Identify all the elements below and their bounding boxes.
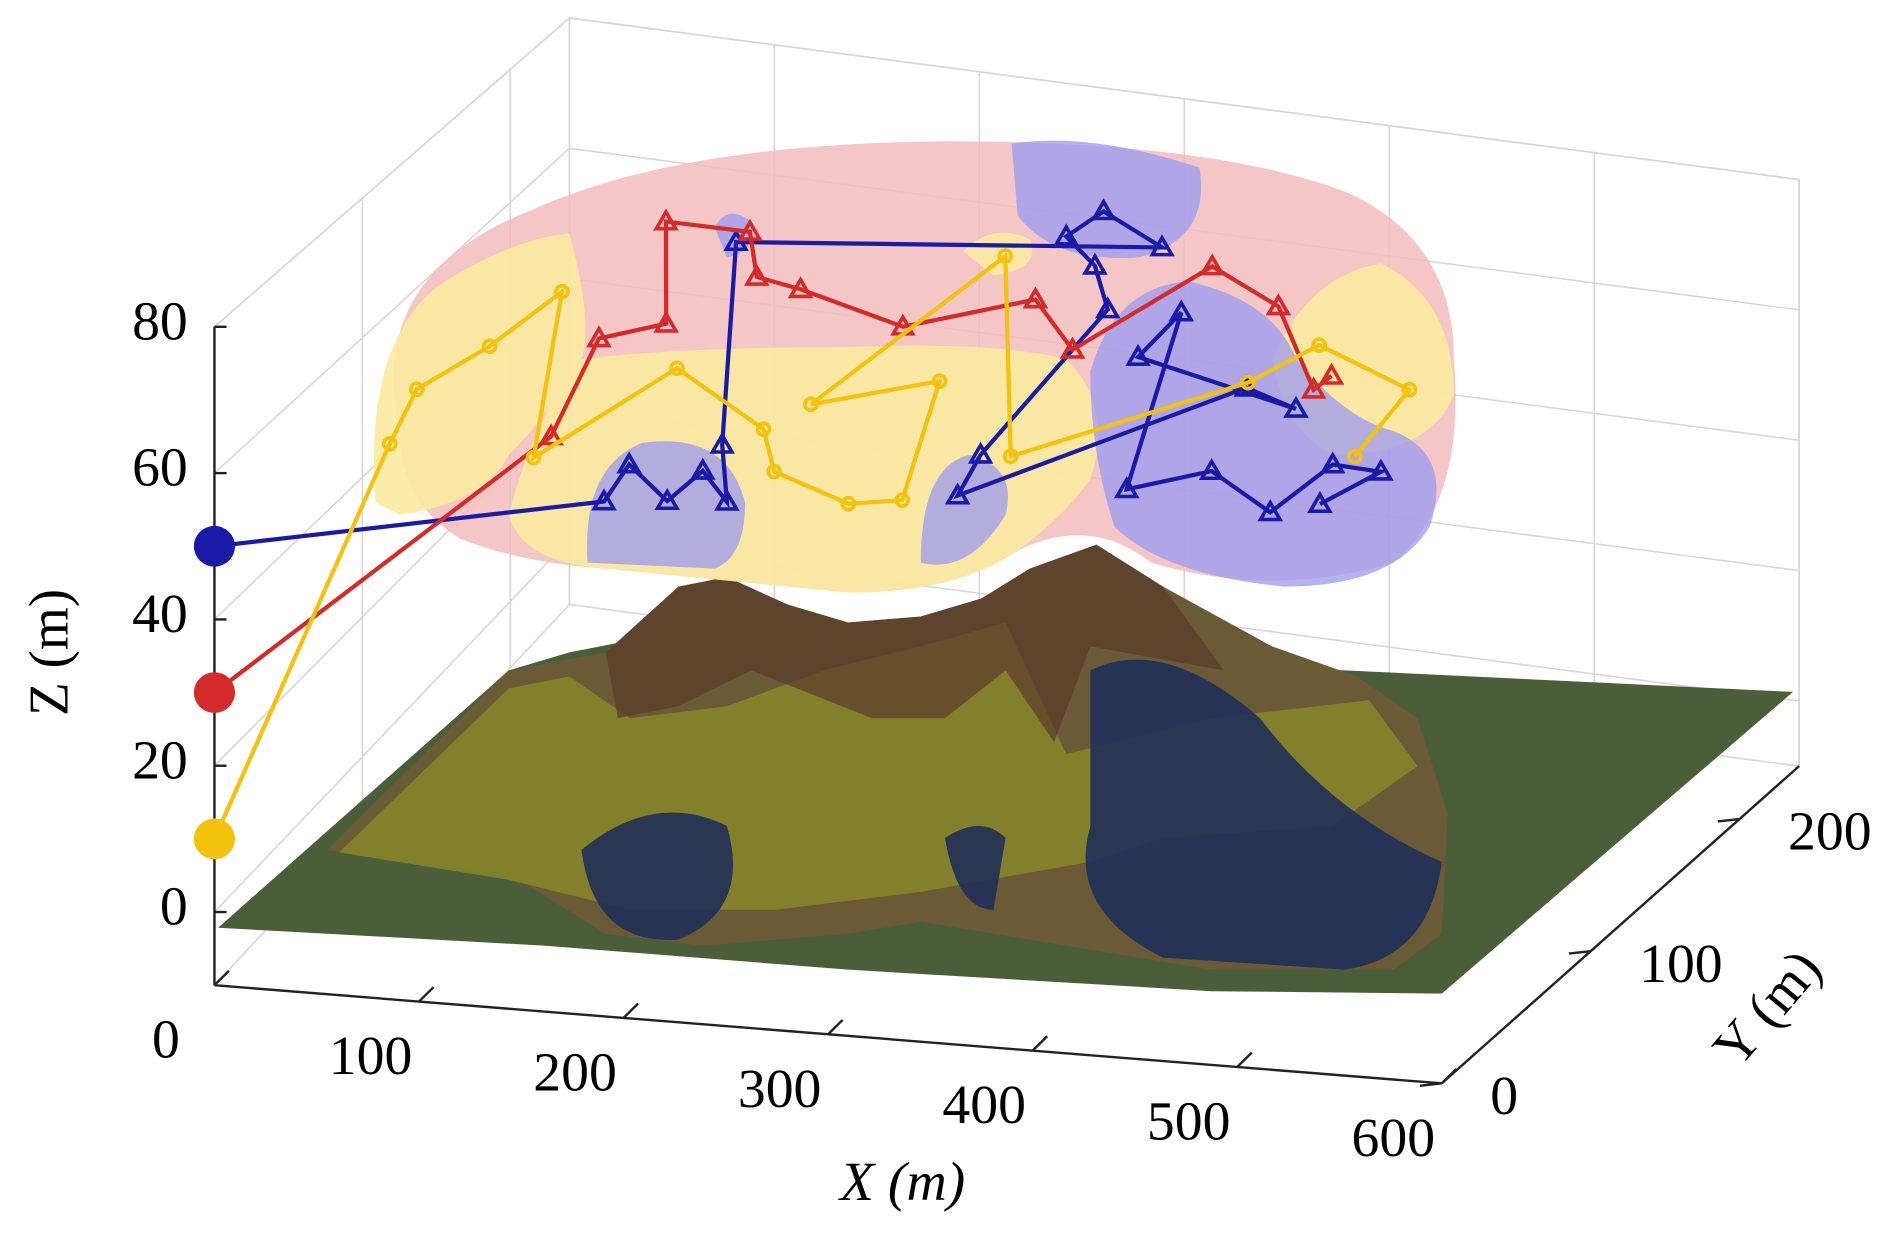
waypoint <box>967 441 994 464</box>
uav-path <box>212 251 1413 840</box>
waypoint <box>408 381 425 398</box>
coverage <box>373 140 1456 593</box>
coverage-blue <box>587 140 1437 587</box>
z-tick-label: 20 <box>132 730 188 791</box>
x-tick <box>418 986 435 1003</box>
terrain-ridge <box>605 544 1224 743</box>
y-tick <box>1717 817 1740 823</box>
waypoint <box>1125 343 1151 366</box>
waypoint <box>1265 293 1292 316</box>
waypoint <box>1053 223 1080 246</box>
x-tick-label: 600 <box>1351 1107 1435 1168</box>
waypoint <box>1198 457 1225 481</box>
x-tick <box>622 1002 639 1019</box>
terrain-zone <box>581 659 1442 970</box>
terrain <box>218 544 1794 994</box>
waypoint <box>766 463 783 480</box>
waypoint <box>653 310 680 333</box>
x-tick-label: 300 <box>738 1058 822 1119</box>
z-tick-label: 80 <box>132 291 188 352</box>
waypoint <box>944 482 971 505</box>
uav-path <box>213 219 1333 695</box>
x-tick <box>1236 1051 1253 1068</box>
x-tick <box>1031 1035 1049 1052</box>
waypoint <box>1283 395 1309 418</box>
waypoint <box>538 423 564 446</box>
waypoint <box>1168 299 1195 322</box>
y-tick <box>1568 949 1591 955</box>
waypoint <box>1199 253 1226 276</box>
waypoint <box>616 451 642 474</box>
uav-path <box>214 208 1388 549</box>
z-axis-label: Z (m) <box>18 589 79 716</box>
waypoint <box>1149 234 1175 257</box>
waypoint <box>737 218 763 241</box>
waypoint <box>709 431 736 454</box>
waypoint <box>1090 198 1117 221</box>
waypoint <box>1346 448 1363 465</box>
waypoint <box>743 263 770 286</box>
waypoint <box>689 457 716 480</box>
waypoint <box>1022 286 1049 309</box>
waypoint <box>787 276 814 299</box>
waypoint <box>525 449 542 466</box>
depot <box>193 672 236 713</box>
waypoint <box>714 488 740 511</box>
waypoint <box>381 436 398 452</box>
y-tick-label: 200 <box>1788 801 1872 862</box>
z-tick-label: 40 <box>132 583 188 644</box>
waypoint <box>931 373 948 389</box>
x-tick-label: 200 <box>533 1042 617 1103</box>
waypoint <box>997 248 1014 264</box>
waypoint <box>669 360 685 377</box>
waypoint <box>554 283 570 300</box>
waypoint <box>840 495 857 512</box>
waypoint <box>1002 448 1019 465</box>
waypoint <box>1059 336 1086 359</box>
waypoint <box>654 487 681 511</box>
waypoint <box>894 492 911 508</box>
x-tick <box>213 969 230 987</box>
waypoint <box>803 396 819 413</box>
waypoint <box>755 421 772 437</box>
waypoint <box>653 208 679 231</box>
x-tick-label: 500 <box>1147 1091 1231 1152</box>
waypoint <box>1311 337 1327 353</box>
axes: 0 20 40 60 80 0 100 200 300 400 500 600 0 100 200 <box>132 291 1872 1168</box>
waypoint <box>1240 374 1256 391</box>
depot <box>193 818 236 860</box>
waypoint <box>1318 362 1345 385</box>
x-tick <box>827 1019 844 1036</box>
waypoint <box>1300 376 1327 399</box>
x-tick-label: 0 <box>152 1009 180 1070</box>
waypoint <box>1307 490 1333 514</box>
depot <box>193 525 236 567</box>
y-tick <box>1419 1082 1442 1087</box>
waypoint <box>1401 381 1418 398</box>
waypoint <box>1082 252 1108 275</box>
waypoint <box>586 325 612 348</box>
waypoint <box>1113 476 1140 499</box>
waypoint <box>1257 499 1284 522</box>
waypoint <box>1368 458 1394 481</box>
y-tick-label: 0 <box>1490 1065 1518 1126</box>
waypoint <box>1094 296 1121 319</box>
x-tick-label: 400 <box>942 1074 1026 1135</box>
waypoint <box>591 488 617 511</box>
x-tick <box>1440 1068 1458 1085</box>
z-tick-label: 0 <box>160 876 188 937</box>
x-axis-label: X (m) <box>838 1151 965 1212</box>
y-tick-label: 100 <box>1639 933 1723 994</box>
waypoint <box>481 338 498 355</box>
z-tick-label: 60 <box>132 437 188 498</box>
x-tick-label: 100 <box>329 1025 413 1086</box>
paths <box>193 198 1418 860</box>
waypoint <box>1319 451 1346 474</box>
